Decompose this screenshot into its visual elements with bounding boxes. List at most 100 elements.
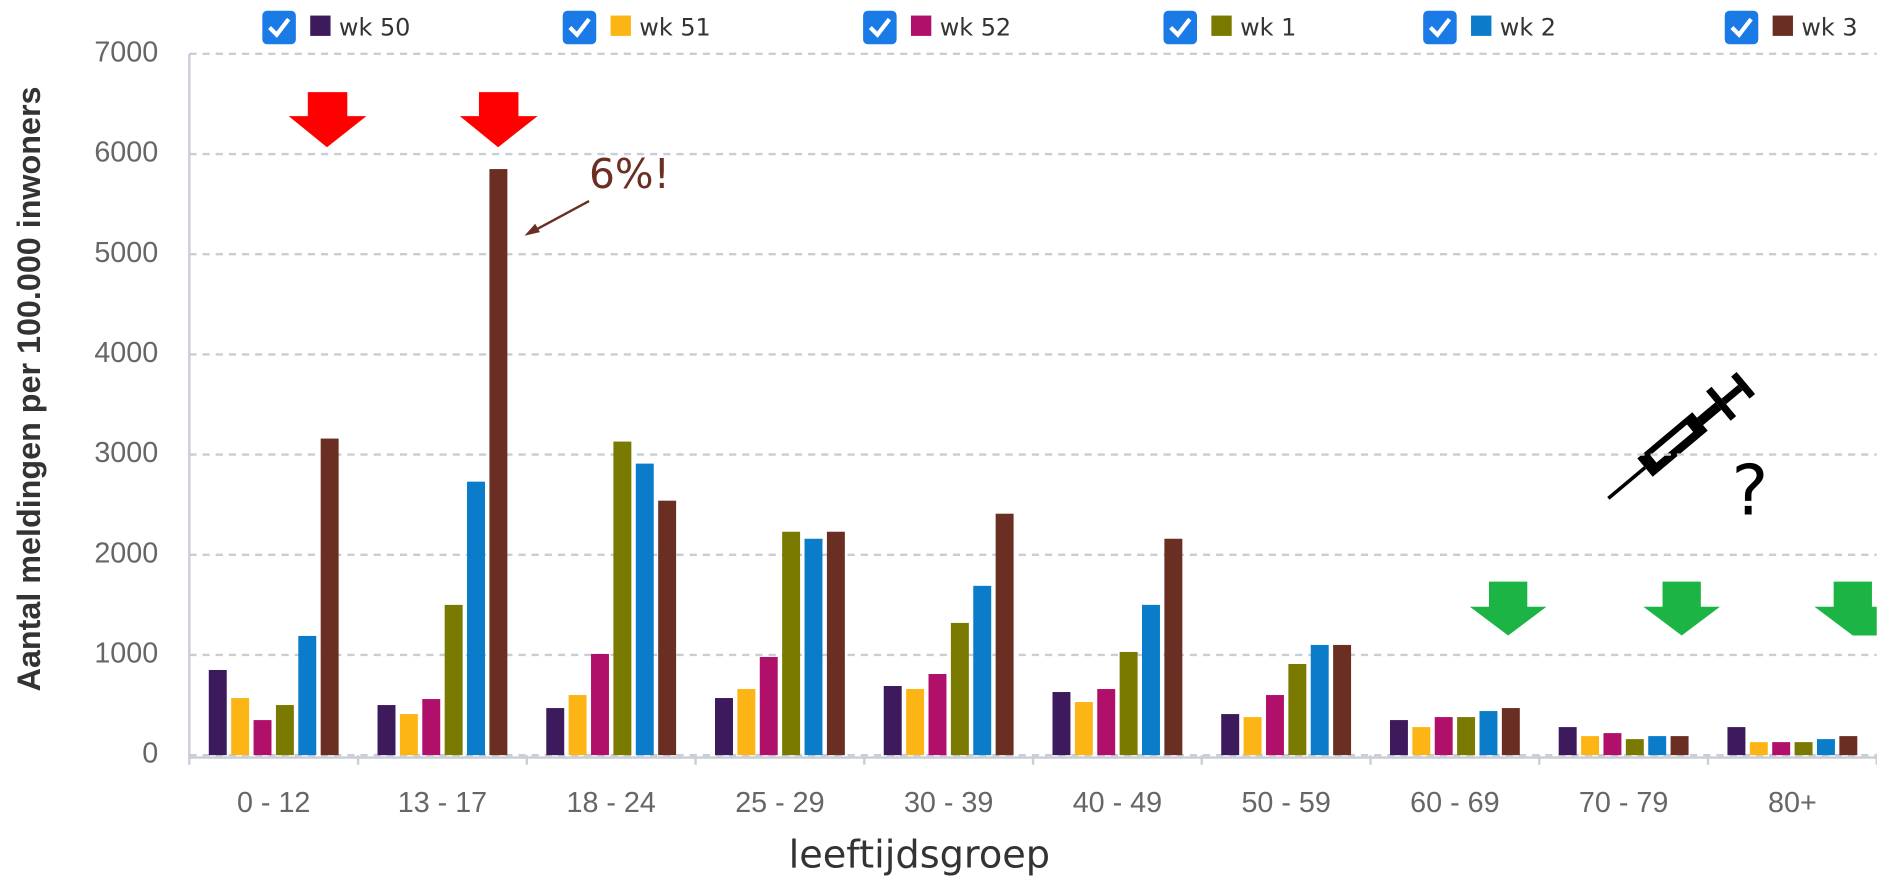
bar — [231, 698, 250, 756]
bar — [1389, 720, 1408, 756]
bar — [1501, 708, 1520, 756]
legend-label: wk 2 — [1500, 14, 1556, 42]
annotation-arrow — [528, 199, 590, 235]
bar — [1558, 727, 1577, 756]
bar — [928, 673, 947, 756]
bar — [1670, 736, 1689, 756]
x-tick-label: 30 - 39 — [904, 787, 993, 819]
x-tick-label: 40 - 49 — [1073, 787, 1162, 819]
bar — [826, 531, 845, 756]
syringe-icon — [1607, 371, 1756, 500]
bar — [759, 656, 778, 756]
bar — [489, 169, 508, 756]
bar — [1603, 733, 1622, 756]
legend-label: wk 50 — [339, 14, 410, 42]
bar — [995, 513, 1014, 756]
legend-swatch — [1772, 15, 1793, 36]
legend-item[interactable]: wk 2 — [1423, 10, 1556, 45]
y-tick-label: 4000 — [94, 337, 158, 369]
red-arrow — [459, 92, 538, 148]
y-tick-label: 7000 — [94, 36, 158, 68]
annotation-arrowhead — [524, 223, 540, 236]
bar — [973, 585, 992, 756]
bar — [782, 531, 801, 756]
green-arrow — [1469, 581, 1547, 636]
bar — [658, 500, 677, 756]
y-axis-label: Aantal meldingen per 100.000 inwoners — [11, 87, 47, 692]
x-axis-label: leeftijdsgroep — [789, 832, 1051, 877]
bar — [737, 689, 756, 756]
bar — [1310, 644, 1329, 756]
x-tick-label: 0 - 12 — [237, 787, 310, 819]
legend-checkbox[interactable] — [1724, 10, 1759, 45]
legend-item[interactable]: wk 52 — [863, 10, 1011, 45]
bar — [467, 481, 485, 756]
legend-checkbox[interactable] — [1423, 10, 1457, 45]
bar — [275, 705, 294, 756]
bar — [1142, 604, 1160, 756]
legend-label: wk 52 — [940, 14, 1011, 42]
legend-item[interactable]: wk 50 — [262, 10, 410, 45]
bar — [444, 604, 463, 756]
bar — [1412, 727, 1431, 756]
legend-checkmark — [1730, 17, 1753, 38]
legend-swatch — [310, 15, 331, 36]
bar — [298, 635, 317, 756]
bar — [1457, 717, 1476, 756]
x-tick-label: 80+ — [1768, 787, 1817, 819]
bar — [1434, 717, 1453, 756]
legend-swatch — [910, 15, 932, 36]
legend-item[interactable]: wk 51 — [562, 10, 711, 45]
y-tick-label: 0 — [142, 738, 158, 770]
y-tick-label: 2000 — [94, 537, 158, 569]
bar — [906, 689, 925, 756]
bar — [635, 463, 654, 756]
bar — [1772, 742, 1791, 756]
bar — [1288, 663, 1307, 756]
y-tick-label: 1000 — [94, 638, 158, 670]
bar — [1648, 736, 1667, 756]
bar — [1265, 695, 1284, 756]
bar — [804, 538, 823, 756]
annotation: 6%! — [589, 150, 670, 198]
green-arrow — [1814, 581, 1877, 636]
legend-checkmark — [1169, 17, 1192, 38]
legend-swatch — [1471, 15, 1492, 36]
legend-item[interactable]: wk 1 — [1163, 10, 1296, 45]
bar — [1221, 714, 1240, 756]
bar — [1479, 711, 1498, 756]
legend-checkbox[interactable] — [262, 10, 296, 45]
bar — [1727, 727, 1746, 756]
bar — [1097, 689, 1116, 756]
legend-checkbox[interactable] — [562, 10, 597, 45]
bar — [883, 686, 902, 756]
bar — [568, 695, 587, 756]
legend-item[interactable]: wk 3 — [1724, 10, 1858, 45]
bar — [546, 708, 565, 756]
annotation: ? — [1731, 451, 1768, 531]
bar — [613, 441, 632, 756]
bar — [1581, 736, 1600, 756]
bar — [950, 622, 969, 756]
bar — [591, 653, 609, 756]
legend-checkbox[interactable] — [863, 10, 897, 45]
x-tick-label: 25 - 29 — [735, 787, 824, 819]
legend-label: wk 51 — [639, 14, 710, 42]
bar — [1749, 742, 1768, 756]
bar — [422, 699, 441, 756]
y-tick-label: 6000 — [94, 137, 158, 169]
bar — [1625, 739, 1644, 756]
legend-swatch — [1211, 15, 1232, 36]
bar — [253, 720, 272, 756]
legend-swatch — [610, 15, 631, 36]
y-tick-label: 3000 — [94, 437, 158, 469]
bar — [1074, 702, 1093, 756]
bar — [399, 714, 418, 756]
bar — [1164, 538, 1183, 756]
legend-checkbox[interactable] — [1163, 10, 1197, 45]
bar — [1816, 739, 1835, 756]
legend-checkmark — [1428, 17, 1452, 38]
red-arrow — [288, 92, 367, 148]
